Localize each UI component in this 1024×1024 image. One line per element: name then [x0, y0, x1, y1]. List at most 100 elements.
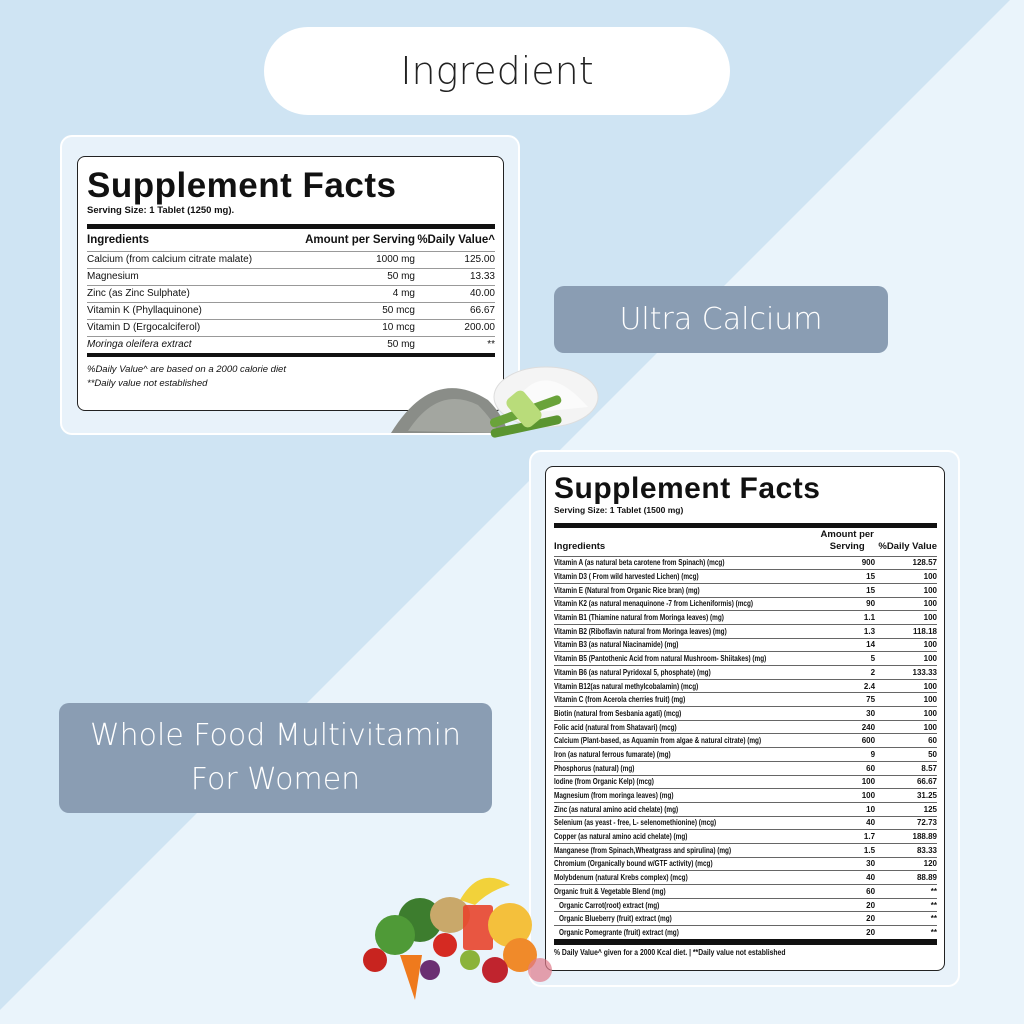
- supplement-facts-panel: Supplement Facts Serving Size: 1 Tablet …: [545, 466, 945, 971]
- daily-value: 188.89: [875, 829, 937, 844]
- table-row: Phosphorus (natural) (mg) 60 8.57: [554, 760, 937, 775]
- table-row: Manganese (from Spinach,Wheatgrass and s…: [554, 842, 937, 858]
- table-row: Iodine (from Organic Kelp) (mcg) 100 66.67: [554, 774, 937, 789]
- daily-value: **: [875, 884, 937, 899]
- ingredient-label: Calcium (Plant-based, as Aquamin from al…: [554, 736, 762, 746]
- ingredient-label: Vitamin K2 (as natural menaquinone -7 fr…: [554, 599, 754, 609]
- table-row: Vitamin A (as natural beta carotene from…: [554, 555, 937, 570]
- table-row: Organic fruit & Vegetable Blend (mg) 60 **: [554, 884, 937, 899]
- amount: 50 mg: [295, 335, 415, 353]
- panel-heading: Supplement Facts: [554, 472, 821, 505]
- ingredient-name: Vitamin D3 ( From wild harvested Lichen)…: [554, 569, 820, 584]
- ingredient-label: Organic fruit & Vegetable Blend (mg): [554, 886, 666, 896]
- table-row: Magnesium (from moringa leaves) (mg) 100 3…: [554, 788, 937, 803]
- daily-value: **: [875, 925, 937, 940]
- ingredient-label: Vitamin B12(as natural methylcobalamin) …: [554, 681, 699, 691]
- daily-value: 100: [875, 706, 937, 721]
- ingredient-label: Biotin (natural from Sesbania agati) (mc…: [554, 708, 682, 718]
- daily-value: 125: [875, 801, 937, 817]
- divider: [87, 353, 495, 357]
- ingredient-label: Vitamin E (Natural from Organic Rice bra…: [554, 585, 700, 595]
- ingredient-label: Zinc (as natural amino acid chelate) (mg…: [554, 804, 679, 814]
- amount: 90: [819, 596, 876, 611]
- daily-value: **: [875, 897, 937, 912]
- amount: 2.4: [819, 678, 876, 693]
- ingredient-name: Vitamin K (Phyllaquinone): [87, 301, 295, 319]
- table-row: Vitamin B12(as natural methylcobalamin) …: [554, 678, 937, 693]
- ingredient-label: Organic Blueberry (fruit) extract (mg): [559, 914, 672, 924]
- ingredient-name: Phosphorus (natural) (mg): [554, 760, 820, 775]
- amount: 100: [819, 788, 876, 803]
- amount: 75: [819, 692, 876, 707]
- table-row: Calcium (Plant-based, as Aquamin from al…: [554, 733, 937, 748]
- ingredient-name: Vitamin B6 (as natural Pyridoxal 5, phos…: [554, 665, 820, 680]
- ingredient-label: Vitamin B6 (as natural Pyridoxal 5, phos…: [554, 667, 711, 677]
- footnotes: %Daily Value^ are based on a 2000 calori…: [87, 357, 495, 391]
- amount: 60: [819, 884, 876, 899]
- daily-value: 100: [875, 610, 937, 625]
- amount: 60: [819, 760, 876, 775]
- daily-value: 100: [875, 678, 937, 693]
- table-row: Vitamin B6 (as natural Pyridoxal 5, phos…: [554, 665, 937, 680]
- facts-table: Ingredients Amount per Serving %Daily Va…: [87, 229, 495, 353]
- table-row: Vitamin K (Phyllaquinone) 50 mcg 66.67: [87, 301, 495, 319]
- daily-value: 66.67: [415, 301, 495, 319]
- ingredient-label: Copper (as natural amino acid chelate) (…: [554, 832, 688, 842]
- ingredient-label: Vitamin C (from Acerola cherries fruit) …: [554, 695, 686, 705]
- daily-value: 100: [875, 596, 937, 611]
- ingredient-name: Organic fruit & Vegetable Blend (mg): [554, 884, 820, 899]
- tag-line-1: Whole Food Multivitamin: [90, 718, 461, 753]
- amount: 1.3: [819, 623, 876, 639]
- ingredient-name: Vitamin B3 (as natural Niacinamide) (mg): [554, 637, 820, 652]
- ingredient-label: Vitamin B3 (as natural Niacinamide) (mg): [554, 640, 679, 650]
- fruits-and-vegetables-image: [363, 877, 552, 1000]
- daily-value: 60: [875, 733, 937, 748]
- footnote-text: % Daily Value^ given for a 2000 Kcal die…: [554, 948, 786, 958]
- ingredient-name: Copper (as natural amino acid chelate) (…: [554, 829, 820, 844]
- amount: 30: [819, 856, 876, 871]
- amount: 50 mg: [295, 267, 415, 285]
- footnote: %Daily Value^ are based on a 2000 calori…: [87, 364, 286, 375]
- table-row: Vitamin D (Ergocalciferol) 10 mcg 200.00: [87, 318, 495, 336]
- daily-value: 66.67: [875, 774, 937, 789]
- ingredient-label: Phosphorus (natural) (mg): [554, 763, 635, 773]
- table-row: Selenium (as yeast - free, L- selenometh…: [554, 815, 937, 830]
- amount: 20: [819, 911, 876, 926]
- ingredient-label: Chromium (Organically bound w/GTF activi…: [554, 859, 713, 869]
- ingredient-name: Chromium (Organically bound w/GTF activi…: [554, 856, 820, 871]
- ingredient-name: Zinc (as Zinc Sulphate): [87, 284, 295, 302]
- table-row: Magnesium 50 mg 13.33: [87, 267, 495, 285]
- table-row: Molybdenum (natural Krebs complex) (mcg)…: [554, 870, 937, 885]
- ingredient-name: Vitamin E (Natural from Organic Rice bra…: [554, 582, 820, 598]
- col-ingredients: Ingredients: [554, 540, 606, 552]
- daily-value: 83.33: [875, 842, 937, 858]
- table-row: Vitamin C (from Acerola cherries fruit) …: [554, 692, 937, 707]
- daily-value: **: [875, 911, 937, 926]
- ingredient-name: Zinc (as natural amino acid chelate) (mg…: [554, 801, 820, 817]
- ingredient-name: Organic Blueberry (fruit) extract (mg): [554, 911, 820, 926]
- daily-value: 128.57: [875, 555, 937, 570]
- divider: [554, 523, 937, 528]
- col-amount: Amount per Serving: [305, 233, 415, 246]
- ingredient-label: Iron (as natural ferrous fumarate) (mg): [554, 749, 671, 759]
- table-row: Folic acid (natural from Shatavari) (mcg…: [554, 719, 937, 734]
- amount: 9: [819, 747, 876, 762]
- ingredient-name: Vitamin C (from Acerola cherries fruit) …: [554, 692, 820, 707]
- ingredient-name: Vitamin K2 (as natural menaquinone -7 fr…: [554, 596, 820, 611]
- table-row: Organic Blueberry (fruit) extract (mg) 20…: [554, 911, 937, 926]
- powder-and-celery-image: [391, 366, 599, 438]
- ingredient-label: Vitamin B1 (Thiamine natural from Moring…: [554, 613, 724, 623]
- ingredient-label: Iodine (from Organic Kelp) (mcg): [554, 777, 654, 787]
- table-row: Iron (as natural ferrous fumarate) (mg) 9…: [554, 747, 937, 762]
- ingredient-label: Selenium (as yeast - free, L- selenometh…: [554, 818, 717, 828]
- amount: 1.1: [819, 610, 876, 625]
- table-row: Vitamin E (Natural from Organic Rice bra…: [554, 582, 937, 598]
- amount: 240: [819, 719, 876, 734]
- daily-value: 100: [875, 569, 937, 584]
- amount: 4 mg: [295, 284, 415, 302]
- daily-value: 125.00: [415, 250, 495, 268]
- daily-value: 100: [875, 582, 937, 598]
- serving-size: Serving Size: 1 Tablet (1250 mg).: [87, 205, 235, 216]
- amount: 10: [819, 801, 876, 817]
- table-row: Organic Carrot(root) extract (mg) 20 **: [554, 897, 937, 912]
